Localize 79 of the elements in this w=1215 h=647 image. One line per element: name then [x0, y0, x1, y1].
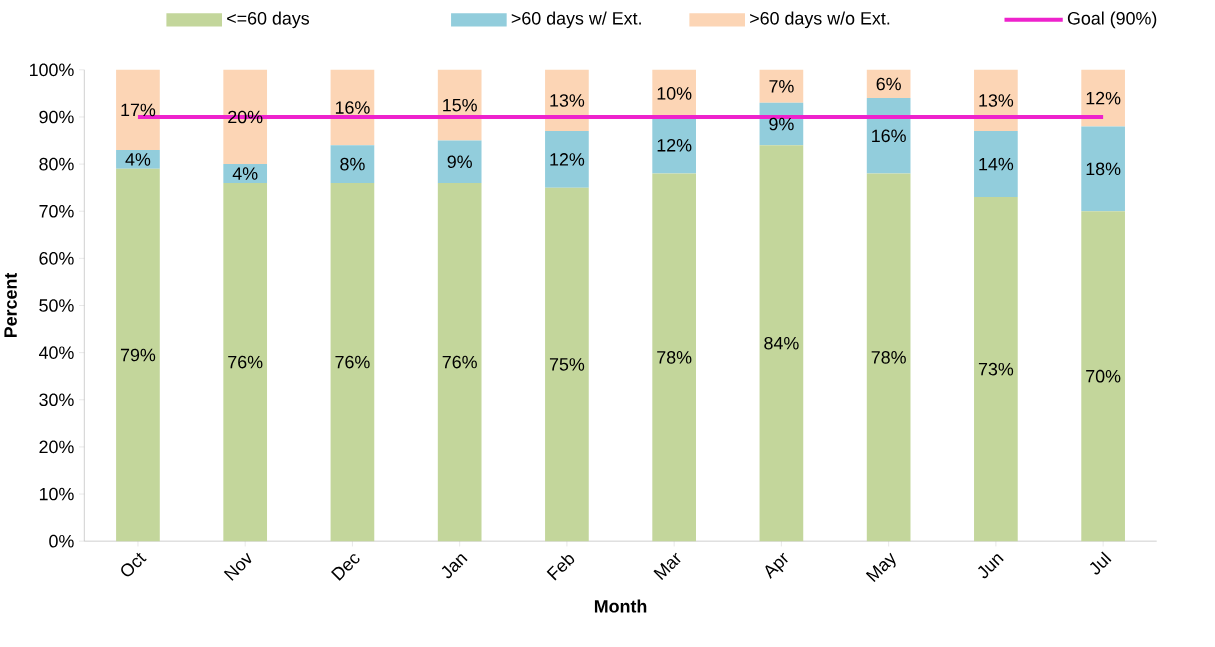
- data-label: 4%: [232, 167, 258, 180]
- data-label: 73%: [978, 362, 1014, 376]
- data-label: 78%: [657, 350, 692, 364]
- bar: [437, 182, 482, 541]
- bar: [759, 145, 804, 541]
- y-tick-label: 0%: [49, 534, 74, 548]
- bar: [759, 69, 804, 103]
- x-tick-label: May: [865, 552, 896, 582]
- data-label: 9%: [447, 155, 472, 168]
- bar: [652, 116, 696, 174]
- data-label: 14%: [979, 157, 1014, 171]
- data-label: 13%: [550, 93, 585, 107]
- y-tick-label: 70%: [39, 204, 74, 218]
- bar: [866, 173, 911, 541]
- legend-label: >60 days w/o Ext.: [750, 11, 890, 28]
- x-tick-label: Jul: [1089, 551, 1112, 575]
- bar: [974, 196, 1018, 541]
- x-tick-label: Mar: [653, 552, 681, 580]
- y-tick-label: 20%: [39, 440, 74, 454]
- x-tick-label: Feb: [546, 554, 575, 581]
- data-label: 76%: [335, 355, 370, 369]
- data-label: 8%: [340, 157, 365, 171]
- data-label: 4%: [125, 152, 151, 166]
- bar: [116, 168, 160, 541]
- data-label: 76%: [442, 355, 477, 369]
- x-axis-title: Month: [594, 599, 647, 613]
- bar: [1081, 126, 1125, 212]
- x-tick-label: Apr: [765, 552, 788, 579]
- data-label: 76%: [228, 355, 263, 369]
- bar: [974, 130, 1018, 197]
- data-label: 18%: [1086, 162, 1121, 175]
- y-axis-title: Percent: [4, 272, 17, 337]
- bar: [1081, 211, 1125, 541]
- y-tick-label: 80%: [39, 157, 74, 171]
- y-tick-label: 40%: [38, 346, 74, 359]
- x-tick-label: Jan: [441, 554, 468, 578]
- data-label: 12%: [550, 152, 585, 166]
- bar: [116, 69, 160, 150]
- data-label: 75%: [549, 357, 585, 371]
- y-tick-label: 10%: [39, 487, 74, 501]
- data-label: 17%: [121, 103, 156, 116]
- bar: [223, 182, 268, 541]
- legend-label: <=60 days: [227, 11, 310, 28]
- bar: [330, 145, 375, 183]
- y-tick-label: 100%: [30, 63, 74, 76]
- y-tick-label: 60%: [39, 251, 74, 265]
- legend-label: Goal (90%): [1067, 11, 1157, 28]
- x-tick-label: Jun: [978, 554, 1004, 578]
- x-tick-label: Dec: [330, 554, 360, 581]
- y-tick-label: 90%: [39, 110, 74, 124]
- y-tick-label: 30%: [39, 393, 74, 406]
- bar: [652, 173, 696, 541]
- bar: [545, 130, 589, 188]
- data-label: 16%: [872, 129, 906, 142]
- data-label: 12%: [1086, 91, 1121, 105]
- data-label: 10%: [657, 86, 692, 100]
- data-label: 6%: [876, 77, 901, 91]
- bar: [437, 140, 482, 183]
- data-label: 9%: [769, 117, 794, 131]
- data-label: 78%: [871, 350, 906, 364]
- bar: [330, 182, 375, 541]
- data-label: 16%: [335, 101, 370, 114]
- data-label: 79%: [120, 348, 156, 362]
- bar: [652, 69, 696, 117]
- data-label: 12%: [657, 138, 692, 152]
- bar: [866, 97, 911, 174]
- bar: [545, 187, 589, 541]
- x-tick-label: Nov: [223, 552, 252, 581]
- y-tick-label: 50%: [39, 298, 74, 312]
- data-label: 84%: [764, 336, 799, 350]
- bar: [1081, 69, 1125, 127]
- data-label: 13%: [979, 93, 1014, 107]
- bar: [223, 69, 268, 164]
- legend-label: >60 days w/ Ext.: [511, 11, 641, 28]
- data-label: 70%: [1086, 369, 1121, 383]
- data-label: 7%: [769, 79, 794, 93]
- bar: [437, 69, 482, 141]
- data-label: 15%: [443, 98, 477, 112]
- x-tick-label: Oct: [121, 552, 147, 577]
